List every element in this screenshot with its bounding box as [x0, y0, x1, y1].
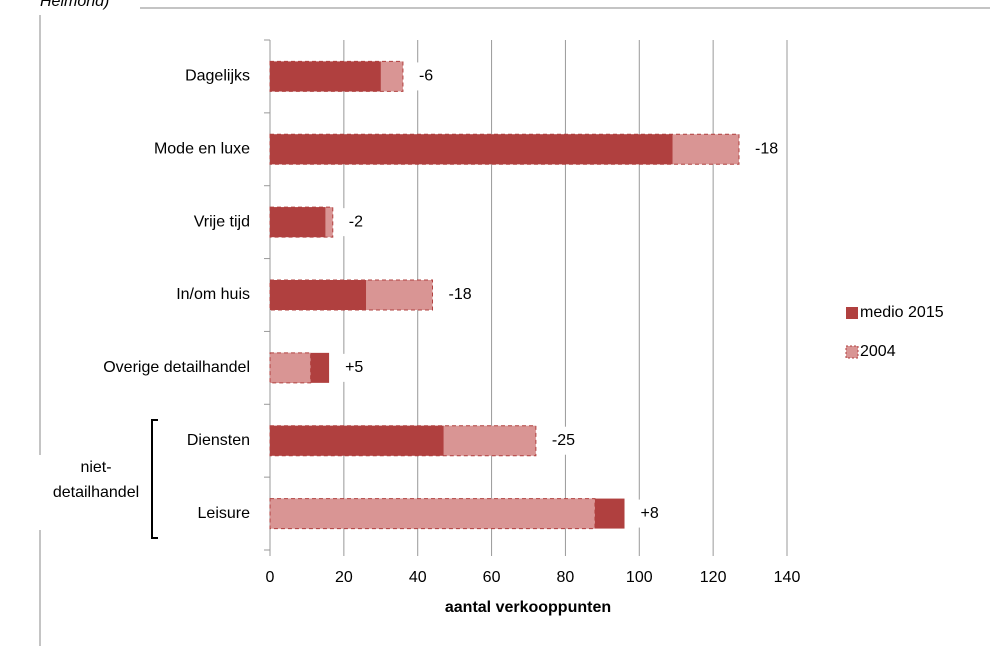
annotation-bg — [545, 426, 582, 455]
bar — [269, 352, 312, 384]
group-label: detailhandel — [53, 484, 139, 501]
y-tick-label: Vrije tijd — [194, 213, 250, 230]
x-tick-label: 120 — [700, 569, 727, 586]
legend-swatch — [845, 345, 859, 359]
annotation: -18 — [448, 286, 471, 303]
y-tick-label: Leisure — [198, 505, 251, 522]
chart-title: Helmond) — [40, 0, 109, 10]
annotation-bg — [412, 62, 449, 91]
group-label: niet- — [80, 459, 111, 476]
annotation-bg — [339, 353, 376, 382]
annotation: -6 — [419, 68, 433, 85]
legend-label: 2004 — [860, 343, 896, 360]
x-tick-label: 20 — [335, 569, 353, 586]
x-tick-label: 80 — [557, 569, 575, 586]
bar — [270, 425, 444, 456]
bar — [270, 134, 673, 165]
bar — [270, 207, 326, 238]
group-bracket — [151, 419, 158, 539]
bar — [270, 280, 367, 310]
annotation-bg — [748, 135, 785, 164]
legend-label: medio 2015 — [860, 304, 944, 321]
annotation: -18 — [755, 141, 778, 158]
x-tick-label: 100 — [626, 569, 653, 586]
annotation-bg — [342, 208, 379, 237]
annotation: +8 — [641, 505, 659, 522]
x-axis-label: aantal verkooppunten — [445, 599, 611, 616]
x-tick-label: 140 — [774, 569, 801, 586]
annotation-bg — [634, 499, 671, 528]
bar — [270, 61, 381, 92]
annotation: -2 — [349, 213, 363, 230]
x-tick-label: 60 — [483, 569, 501, 586]
x-tick-label: 0 — [266, 569, 275, 586]
annotation-bg — [442, 281, 479, 309]
y-tick-label: Mode en luxe — [154, 141, 250, 158]
annotation: -25 — [552, 432, 575, 449]
bar — [269, 498, 596, 530]
y-tick-label: Diensten — [187, 432, 250, 449]
y-tick-label: Overige detailhandel — [103, 359, 250, 376]
x-tick-label: 40 — [409, 569, 427, 586]
y-tick-label: Dagelijks — [185, 68, 250, 85]
legend-swatch — [846, 307, 858, 319]
annotation: +5 — [345, 359, 363, 376]
y-tick-label: In/om huis — [176, 286, 250, 303]
